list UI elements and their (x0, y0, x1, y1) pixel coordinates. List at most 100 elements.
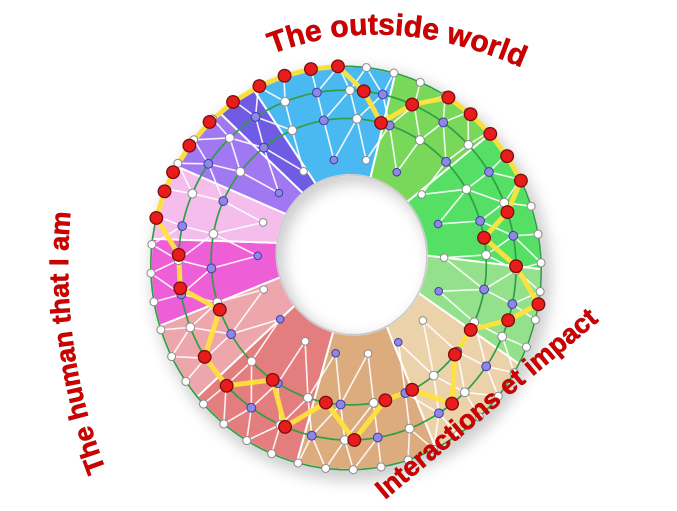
red-node (166, 165, 180, 180)
spoke-line (230, 289, 265, 335)
red-node (219, 378, 234, 393)
ring1-node (484, 167, 494, 177)
spoke-line (245, 407, 253, 441)
ring3-node (299, 166, 308, 176)
ring0-node (173, 158, 183, 168)
ring3-node (393, 337, 403, 347)
red-node (149, 211, 164, 225)
ring1-node (306, 430, 317, 441)
ring2-node (318, 115, 329, 126)
ring0-node (156, 325, 166, 335)
ring3-node (258, 218, 268, 227)
red-node (531, 297, 546, 312)
ring3-node (361, 155, 371, 165)
ring1-node (250, 112, 261, 122)
spoke-line (438, 288, 485, 293)
spoke-line (442, 122, 447, 162)
ring2-node (441, 156, 451, 167)
spoke-line (207, 163, 225, 202)
spoke-line (413, 105, 421, 141)
red-node (356, 84, 371, 99)
spoke-line (404, 393, 411, 429)
spoke-line (456, 350, 487, 368)
spoke-line (437, 188, 468, 225)
red-node (483, 126, 498, 141)
spoke-line (334, 353, 342, 405)
ring0-node (181, 376, 191, 386)
spoke-line (372, 402, 379, 438)
ring0-node (267, 449, 277, 459)
spoke-line (263, 146, 304, 172)
red-node (405, 382, 420, 397)
ring0-node (403, 455, 413, 465)
red-node (463, 107, 478, 122)
red-node (477, 230, 491, 245)
ring2-node (303, 392, 313, 403)
ring3-node (259, 285, 268, 294)
red-node (441, 90, 456, 105)
spoke-line (193, 137, 230, 141)
ring0-node (293, 458, 303, 468)
red-node (500, 205, 515, 220)
spoke-line (485, 366, 500, 397)
spoke-line (421, 188, 467, 196)
spoke-line (276, 340, 306, 384)
ring0-node (219, 419, 229, 429)
ring1-node (404, 423, 415, 434)
spoke-line (240, 171, 280, 194)
spoke-line (217, 288, 264, 304)
ring3-node (392, 167, 402, 177)
spoke-line (473, 321, 503, 338)
spoke-line (479, 202, 505, 222)
hole-outline (275, 174, 428, 336)
spoke-line (230, 318, 281, 335)
spoke-line (343, 439, 355, 470)
red-node (226, 95, 241, 109)
ring2-node (208, 228, 219, 239)
ring0-node (429, 444, 439, 454)
ring1-node (344, 85, 355, 96)
spoke-line (352, 437, 379, 471)
red-node (378, 393, 393, 408)
ring3-node (253, 251, 263, 261)
red-node (509, 259, 524, 274)
ring1-node (508, 230, 519, 241)
red-node (212, 302, 227, 317)
spoke-line (443, 257, 485, 291)
red-node (463, 322, 478, 337)
spoke-line (304, 341, 309, 398)
ring0-node (530, 315, 540, 325)
spoke-line (388, 125, 398, 173)
spoke-line (213, 233, 259, 257)
red-node (513, 173, 528, 188)
spoke-line (307, 352, 337, 399)
spoke-line (255, 116, 293, 131)
red-node (182, 138, 197, 153)
spoke-line (409, 427, 435, 450)
spoke-line (438, 220, 481, 225)
ring2-node (258, 142, 269, 153)
spoke-line (397, 342, 407, 394)
red-node (447, 347, 462, 362)
ring3-node (331, 348, 340, 358)
red-node (374, 115, 388, 130)
spoke-line (407, 428, 411, 461)
red-node (445, 396, 460, 411)
spoke-line (307, 397, 313, 436)
ring0-node (474, 412, 484, 422)
ring2-node (479, 284, 490, 295)
red-node (252, 79, 267, 94)
red-node (303, 62, 318, 77)
spoke-line (444, 254, 487, 259)
spoke-line (349, 90, 358, 120)
spoke-line (422, 319, 458, 353)
spoke-line (213, 221, 264, 235)
spoke-line (192, 192, 224, 202)
ring3-node (363, 349, 373, 358)
red-node (157, 184, 172, 199)
ring0-node (149, 297, 159, 307)
spoke-line (479, 220, 514, 237)
ring1-node (372, 432, 383, 443)
